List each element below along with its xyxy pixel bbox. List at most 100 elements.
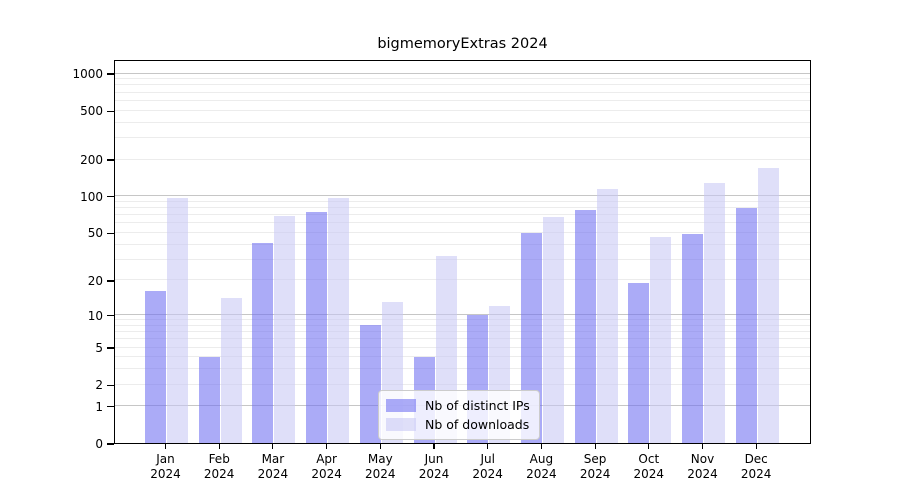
bar-aug-downloads [542,217,564,443]
minor-gridline [115,338,810,340]
bar-oct-distinct-ips [628,282,650,443]
y-axis-tick-label: 2 [95,378,103,393]
y-axis-tick [107,159,114,161]
minor-gridline [115,214,810,216]
minor-gridline [115,331,810,333]
x-axis-tick [594,444,596,449]
minor-gridline [115,356,810,358]
minor-gridline [115,84,810,86]
y-axis-tick [107,314,114,317]
bar-sep-downloads [596,189,618,443]
y-axis-tick-label: 200 [80,153,103,167]
y-axis-tick [107,73,114,75]
bar-sep-distinct-ips [574,209,596,443]
y-axis-tick [107,280,114,282]
y-axis-tick-label: 1000 [72,67,103,82]
y-axis-tick [107,110,114,112]
minor-gridline [115,279,810,281]
y-axis-tick-label: 500 [80,104,103,119]
y-axis-tick-label: 1 [95,399,103,414]
x-axis-label-nov: Nov 2024 [687,452,718,481]
bar-mar-distinct-ips [252,242,274,443]
major-gridline [115,314,810,316]
y-axis-tick-label: 100 [80,189,103,204]
minor-gridline [115,207,810,209]
minor-gridline [115,243,810,245]
x-axis-label-oct: Oct 2024 [633,452,665,481]
x-axis-label-sep: Sep 2024 [579,452,611,481]
legend-item-downloads: Nb of downloads [386,415,531,434]
bar-apr-distinct-ips [306,211,328,443]
major-gridline [115,195,810,197]
minor-gridline [115,99,810,101]
minor-gridline [115,136,810,138]
minor-gridline [115,200,810,202]
y-axis-tick [107,347,114,349]
bar-oct-downloads [650,236,672,443]
legend-label-distinct-ips: Nb of distinct IPs [425,398,530,413]
minor-gridline [115,319,810,321]
minor-gridline [115,231,810,233]
legend-label-downloads: Nb of downloads [425,417,530,432]
major-gridline [115,72,810,74]
minor-gridline [115,158,810,160]
minor-gridline [115,109,810,111]
x-axis-tick [755,444,757,449]
x-axis-label-jun: Jun 2024 [418,452,450,481]
x-axis-tick [326,444,328,449]
x-axis-label-aug: Aug 2024 [526,452,557,481]
bar-nov-downloads [704,182,725,443]
y-axis-tick-label: 50 [87,226,103,241]
minor-gridline [115,91,810,93]
minor-gridline [115,368,810,370]
minor-gridline [115,121,810,123]
bar-apr-downloads [328,198,350,443]
y-axis-tick [107,232,114,235]
x-axis-label-jan: Jan 2024 [150,452,181,481]
y-axis-tick [107,196,114,198]
y-axis-tick [107,443,114,445]
x-axis-tick [487,444,489,449]
x-axis-label-feb: Feb 2024 [203,452,235,481]
x-axis-label-dec: Dec 2024 [740,452,772,481]
x-axis-tick [218,444,220,449]
x-axis-tick [164,444,167,449]
bar-jan-downloads [167,197,188,443]
bar-jan-distinct-ips [145,291,166,443]
bar-mar-downloads [274,216,296,443]
x-axis-tick [648,444,650,449]
minor-gridline [115,346,810,348]
minor-gridline [115,324,810,326]
x-axis-tick [701,444,704,449]
minor-gridline [115,258,810,260]
legend-item-distinct-ips: Nb of distinct IPs [386,396,531,415]
legend-swatch-downloads [386,418,416,431]
x-axis-label-jul: Jul 2024 [472,452,503,481]
minor-gridline [115,222,810,224]
y-axis-tick-label: 5 [95,341,103,356]
bar-nov-distinct-ips [682,233,703,443]
y-axis-tick-label: 0 [95,437,103,451]
minor-gridline [115,383,810,385]
x-axis-tick [540,444,542,449]
x-axis-label-mar: Mar 2024 [257,452,289,481]
legend-swatch-distinct-ips [386,399,416,412]
bar-may-distinct-ips [359,325,381,443]
y-axis-tick [107,384,114,386]
x-axis-tick [433,444,435,449]
bar-dec-downloads [757,168,779,443]
bar-feb-downloads [220,298,242,443]
y-axis-tick-label: 10 [87,308,103,323]
legend: Nb of distinct IPs Nb of downloads [378,390,540,440]
y-axis-tick [107,406,114,408]
minor-gridline [115,78,810,80]
y-axis-tick-label: 20 [87,273,103,288]
plot-area [114,60,811,444]
x-axis-tick [379,444,381,449]
x-axis-label-may: May 2024 [365,452,396,481]
x-axis-label-apr: Apr 2024 [311,452,342,481]
bar-dec-distinct-ips [735,207,757,443]
bar-feb-distinct-ips [198,356,220,443]
x-axis-tick [272,444,274,449]
